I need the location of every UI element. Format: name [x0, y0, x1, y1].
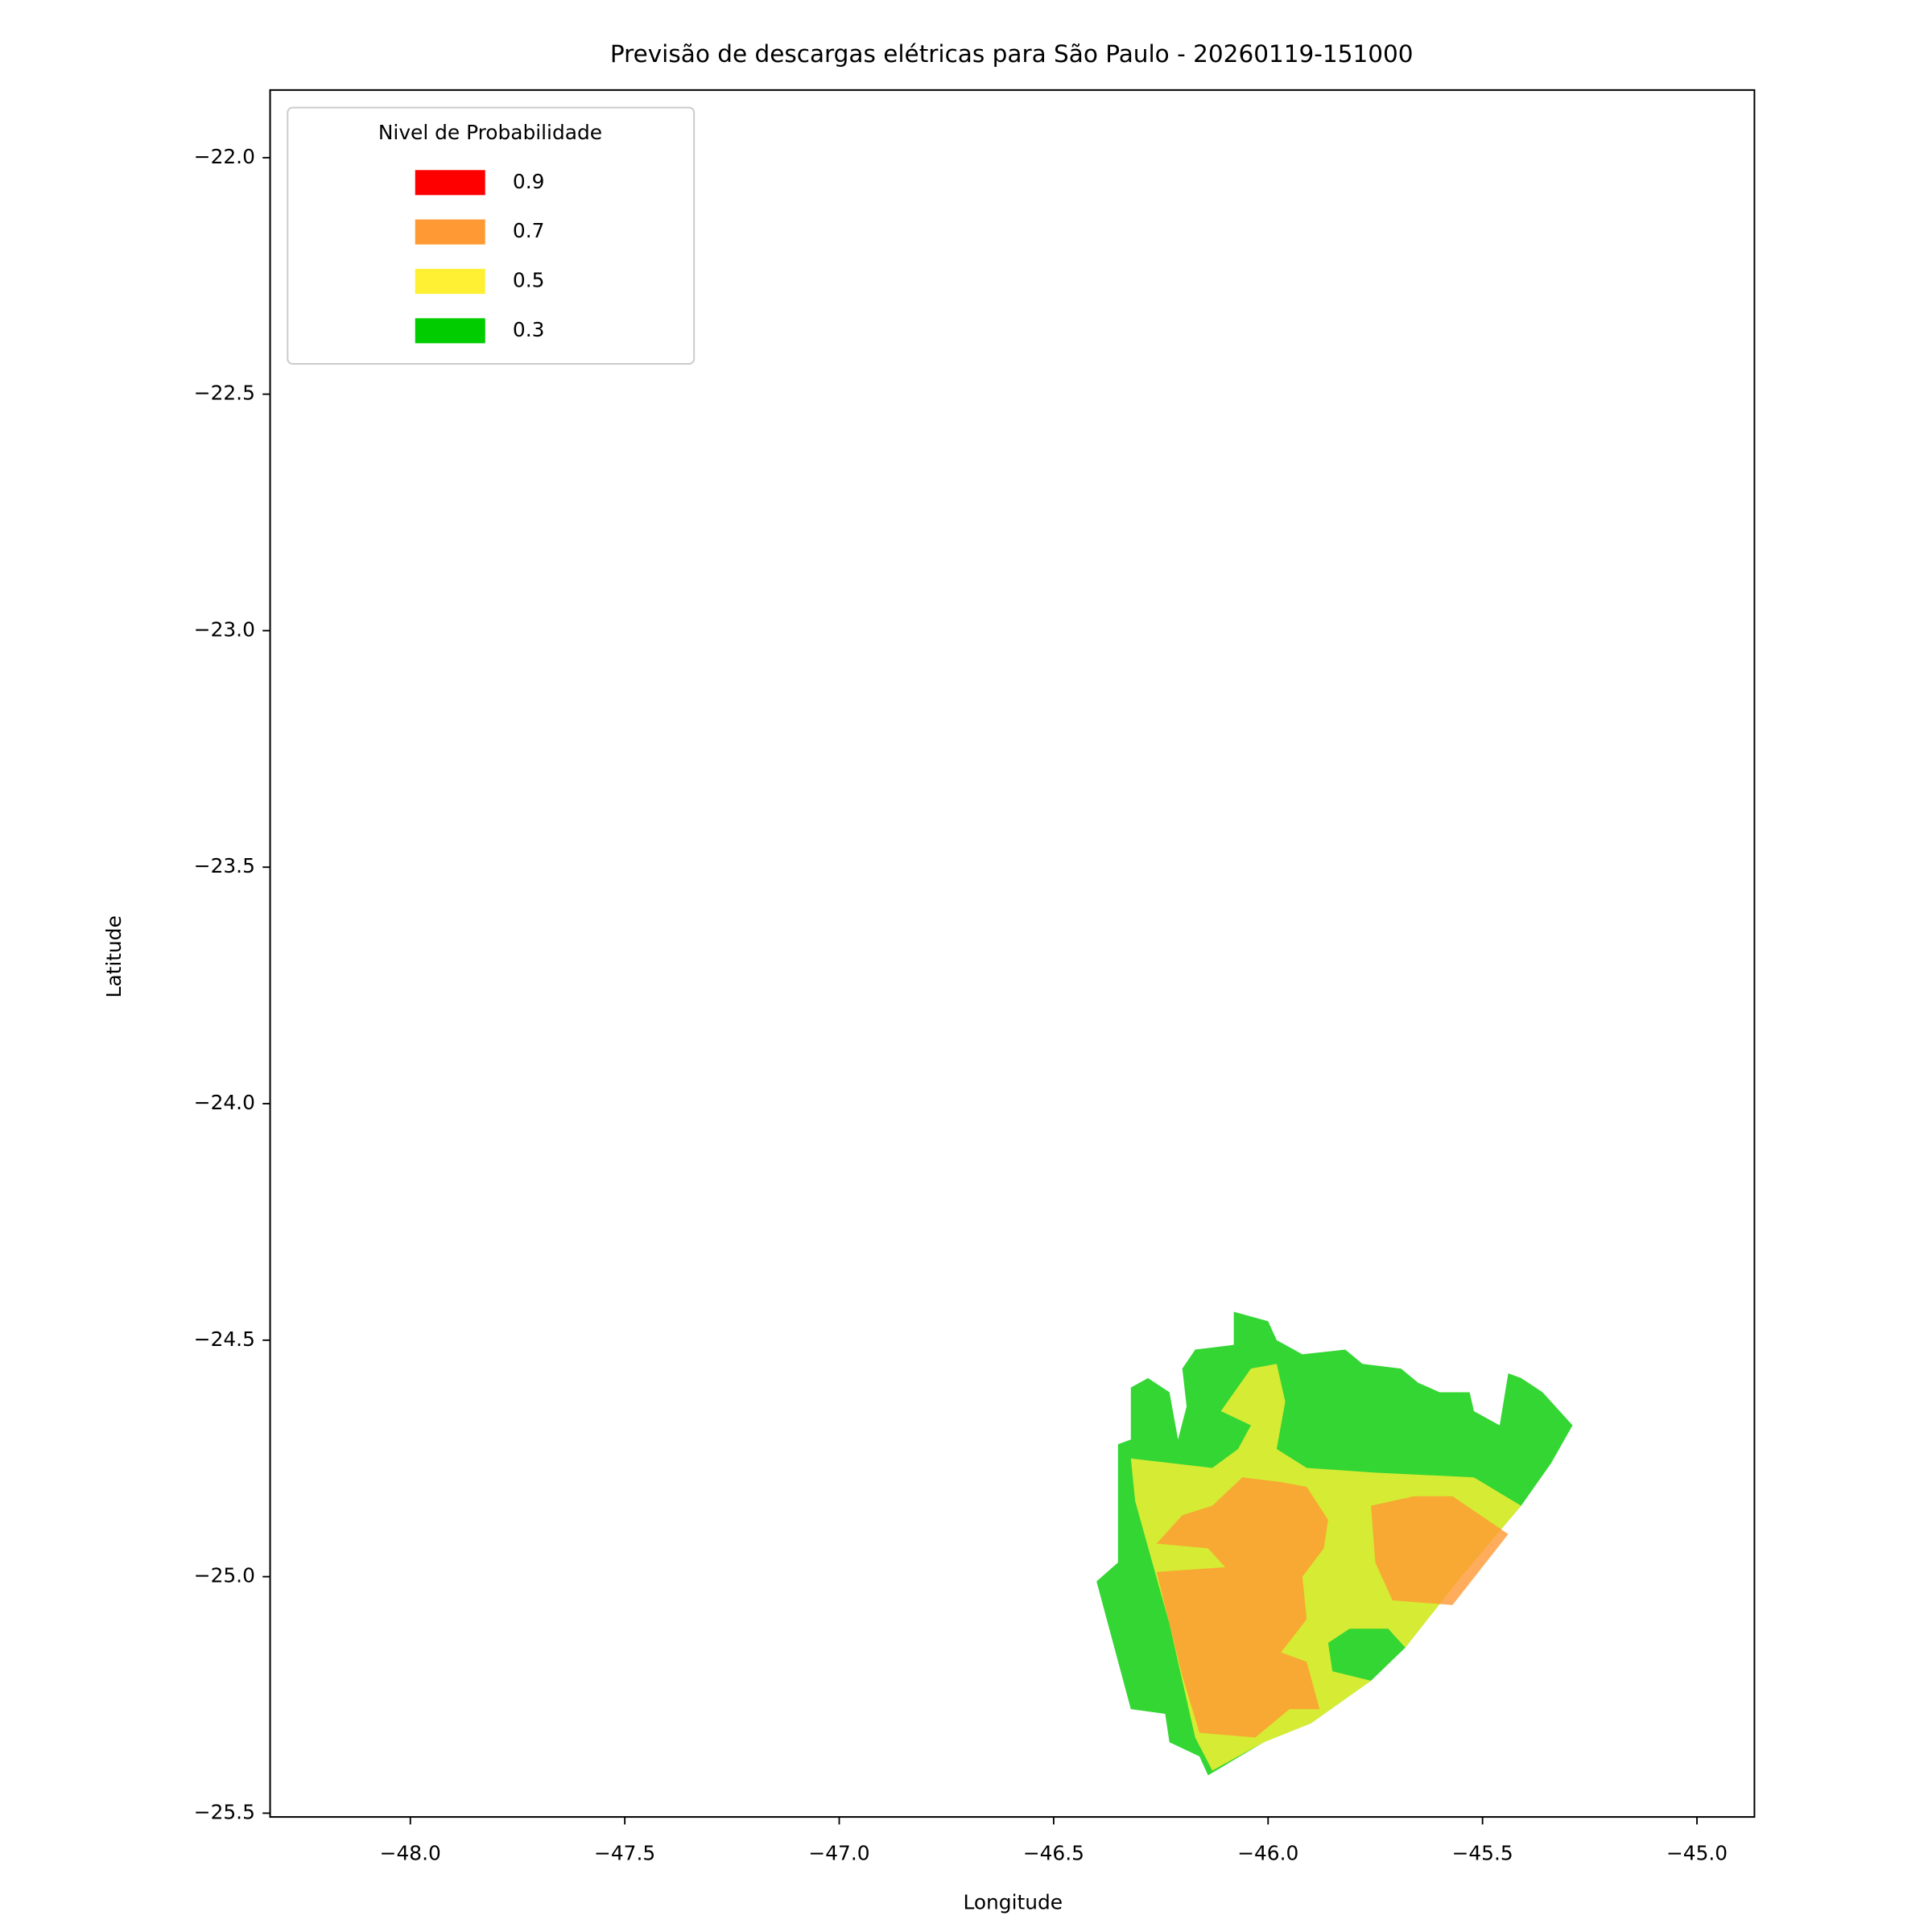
legend-label: 0.7	[513, 219, 545, 242]
y-tick-label: −25.5	[194, 1800, 255, 1823]
y-tick-label: −23.5	[194, 854, 255, 877]
legend: Nivel de Probabilidade 0.9 0.7 0.5 0.3	[287, 106, 696, 365]
contour-layer	[1096, 1311, 1573, 1776]
x-tick-label: −47.0	[808, 1842, 869, 1865]
y-tick-label: −22.0	[194, 145, 255, 168]
legend-label: 0.3	[513, 318, 545, 341]
x-tick-label: −45.5	[1452, 1842, 1513, 1865]
legend-label: 0.5	[513, 269, 545, 292]
y-tick-label: −22.5	[194, 382, 255, 405]
y-tick-label: −24.0	[194, 1091, 255, 1114]
x-tick-label: −45.0	[1666, 1842, 1728, 1865]
x-tick-label: −48.0	[380, 1842, 441, 1865]
contour-region	[1371, 1496, 1509, 1605]
legend-swatch	[415, 170, 485, 196]
y-tick-label: −23.0	[194, 617, 255, 641]
legend-swatch	[415, 268, 485, 295]
x-tick-label: −46.0	[1237, 1842, 1298, 1865]
y-axis-label: Latitude	[102, 915, 126, 997]
contour-region	[1156, 1477, 1328, 1738]
y-tick-label: −24.5	[194, 1327, 255, 1351]
x-tick-label: −47.5	[594, 1842, 655, 1865]
legend-label: 0.9	[513, 170, 545, 193]
chart-title: Previsão de descargas elétricas para São…	[610, 40, 1414, 68]
legend-box	[287, 106, 696, 365]
legend-swatch	[415, 219, 485, 245]
x-axis-label: Longitude	[963, 1890, 1063, 1913]
legend-title: Nivel de Probabilidade	[378, 121, 602, 144]
y-tick-label: −25.0	[194, 1564, 255, 1587]
x-tick-label: −46.5	[1023, 1842, 1084, 1865]
axes-frame	[269, 89, 1756, 1818]
legend-swatch	[415, 318, 485, 344]
